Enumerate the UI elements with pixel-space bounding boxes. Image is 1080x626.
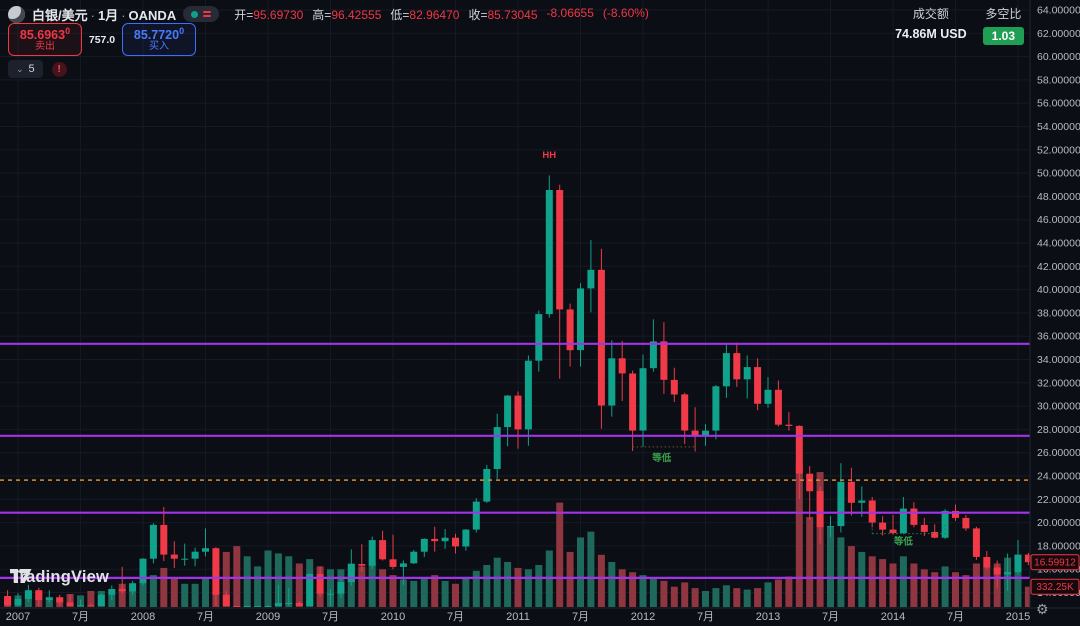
candles-count-dropdown[interactable]: ⌄ 5 bbox=[8, 60, 43, 78]
svg-text:26.00000: 26.00000 bbox=[1037, 447, 1080, 459]
ratio-label: 多空比 bbox=[985, 7, 1022, 21]
sell-button[interactable]: 85.69630 卖出 bbox=[8, 23, 82, 56]
market-open-dot-icon bbox=[191, 10, 199, 18]
instrument-coin-icon bbox=[8, 5, 25, 23]
tradingview-logo-icon bbox=[10, 569, 32, 583]
svg-text:54.00000: 54.00000 bbox=[1037, 121, 1080, 133]
svg-text:24.00000: 24.00000 bbox=[1037, 471, 1080, 483]
svg-text:7月: 7月 bbox=[697, 611, 714, 623]
svg-text:28.00000: 28.00000 bbox=[1037, 424, 1080, 436]
svg-text:7月: 7月 bbox=[947, 611, 964, 623]
change-value: -8.06655 bbox=[546, 5, 594, 20]
alert-exclamation-icon[interactable]: ! bbox=[51, 61, 67, 77]
svg-text:40.00000: 40.00000 bbox=[1037, 284, 1080, 296]
symbol-interval: 1月 bbox=[97, 7, 119, 23]
svg-text:32.00000: 32.00000 bbox=[1037, 377, 1080, 389]
svg-text:2014: 2014 bbox=[881, 611, 905, 623]
svg-text:等低: 等低 bbox=[651, 452, 672, 464]
svg-text:2010: 2010 bbox=[381, 611, 405, 623]
chevron-down-icon: ⌄ bbox=[16, 63, 24, 74]
turnover-label: 成交额 bbox=[912, 7, 949, 21]
svg-text:44.00000: 44.00000 bbox=[1037, 238, 1080, 250]
last-price-label: 16.59912 bbox=[1030, 554, 1080, 571]
low-value: 82.96470 bbox=[409, 7, 460, 22]
svg-text:332.25K: 332.25K bbox=[1036, 582, 1074, 593]
svg-text:7月: 7月 bbox=[72, 611, 89, 623]
svg-text:38.00000: 38.00000 bbox=[1037, 307, 1080, 319]
high-value: 96.42555 bbox=[331, 7, 382, 22]
symbol-title[interactable]: 白银/美元 · 1月 · OANDA bbox=[32, 7, 177, 23]
svg-text:7月: 7月 bbox=[572, 611, 589, 623]
svg-text:2008: 2008 bbox=[131, 611, 155, 623]
long-short-ratio-column: 多空比 1.03 bbox=[982, 5, 1024, 45]
symbol-name: 白银/美元 bbox=[32, 7, 88, 23]
svg-text:7月: 7月 bbox=[822, 611, 839, 623]
svg-text:48.00000: 48.00000 bbox=[1037, 191, 1080, 203]
svg-text:18.00000: 18.00000 bbox=[1037, 540, 1080, 552]
svg-text:58.00000: 58.00000 bbox=[1037, 74, 1080, 86]
svg-text:22.00000: 22.00000 bbox=[1037, 494, 1080, 506]
svg-text:52.00000: 52.00000 bbox=[1037, 144, 1080, 156]
buy-label: 买入 bbox=[149, 40, 169, 52]
ratio-badge: 1.03 bbox=[982, 27, 1024, 45]
last-volume-label: 332.25K bbox=[1030, 578, 1080, 595]
turnover-column: 成交额 74.86M USD bbox=[895, 5, 967, 45]
svg-text:HH: HH bbox=[542, 150, 556, 161]
svg-text:2013: 2013 bbox=[756, 611, 780, 623]
open-value: 95.69730 bbox=[253, 7, 304, 22]
svg-text:2009: 2009 bbox=[256, 611, 280, 623]
tradingview-logo-text: TradingView bbox=[10, 568, 110, 586]
market-status-pill[interactable] bbox=[183, 6, 220, 22]
svg-text:2007: 2007 bbox=[6, 611, 30, 623]
buy-button[interactable]: 85.77200 买入 bbox=[122, 23, 196, 56]
svg-text:60.00000: 60.00000 bbox=[1037, 51, 1080, 63]
candles bbox=[4, 175, 1030, 607]
market-stats: 成交额 74.86M USD 多空比 1.03 bbox=[895, 5, 1024, 45]
svg-text:34.00000: 34.00000 bbox=[1037, 354, 1080, 366]
svg-text:62.00000: 62.00000 bbox=[1037, 28, 1080, 40]
symbol-header: 白银/美元 · 1月 · OANDA 开=95.69730 高=96.42555 低=8… bbox=[8, 4, 649, 24]
chart-toolbar: ⌄ 5 ! bbox=[8, 60, 67, 78]
change-percent: (-8.60%) bbox=[602, 5, 649, 20]
svg-text:2012: 2012 bbox=[631, 611, 655, 623]
svg-text:46.00000: 46.00000 bbox=[1037, 214, 1080, 226]
svg-text:30.00000: 30.00000 bbox=[1037, 401, 1080, 413]
data-issue-equals-icon bbox=[203, 11, 212, 17]
svg-text:7月: 7月 bbox=[197, 611, 214, 623]
svg-text:20.00000: 20.00000 bbox=[1037, 517, 1080, 529]
symbol-exchange: OANDA bbox=[128, 7, 177, 23]
svg-text:64.00000: 64.00000 bbox=[1037, 5, 1080, 17]
svg-text:16.59912: 16.59912 bbox=[1034, 558, 1076, 569]
close-value: 85.73045 bbox=[487, 7, 538, 22]
tradingview-logo[interactable]: TradingView bbox=[10, 568, 109, 587]
support-resistance-lines[interactable] bbox=[0, 342, 1030, 580]
svg-text:56.00000: 56.00000 bbox=[1037, 98, 1080, 110]
trade-buttons: 85.69630 卖出 757.0 85.77200 买入 bbox=[8, 23, 196, 56]
candles-count-value: 5 bbox=[28, 63, 35, 75]
sell-label: 卖出 bbox=[35, 40, 55, 52]
svg-text:50.00000: 50.00000 bbox=[1037, 168, 1080, 180]
time-axis[interactable]: 2007 7月 2008 7月 2009 7月 2010 7月 2011 7月 2012 7月 2013… bbox=[6, 611, 1030, 623]
svg-text:42.00000: 42.00000 bbox=[1037, 261, 1080, 273]
time-axis-settings-gear-icon[interactable]: ⚙ bbox=[1036, 601, 1049, 617]
svg-text:7月: 7月 bbox=[322, 611, 339, 623]
price-axis[interactable]: 64.00000 62.00000 60.00000 58.00000 56.00000… bbox=[1037, 5, 1080, 600]
spread-value: 757.0 bbox=[88, 33, 116, 46]
svg-text:36.00000: 36.00000 bbox=[1037, 331, 1080, 343]
svg-text:7月: 7月 bbox=[447, 611, 464, 623]
turnover-value: 74.86M USD bbox=[895, 27, 967, 41]
ohlc-readout: 开=95.69730 高=96.42555 低=82.96470 收=85.73… bbox=[234, 5, 649, 22]
svg-text:2011: 2011 bbox=[506, 611, 530, 623]
svg-text:等低: 等低 bbox=[893, 536, 914, 548]
svg-text:2015: 2015 bbox=[1006, 611, 1030, 623]
